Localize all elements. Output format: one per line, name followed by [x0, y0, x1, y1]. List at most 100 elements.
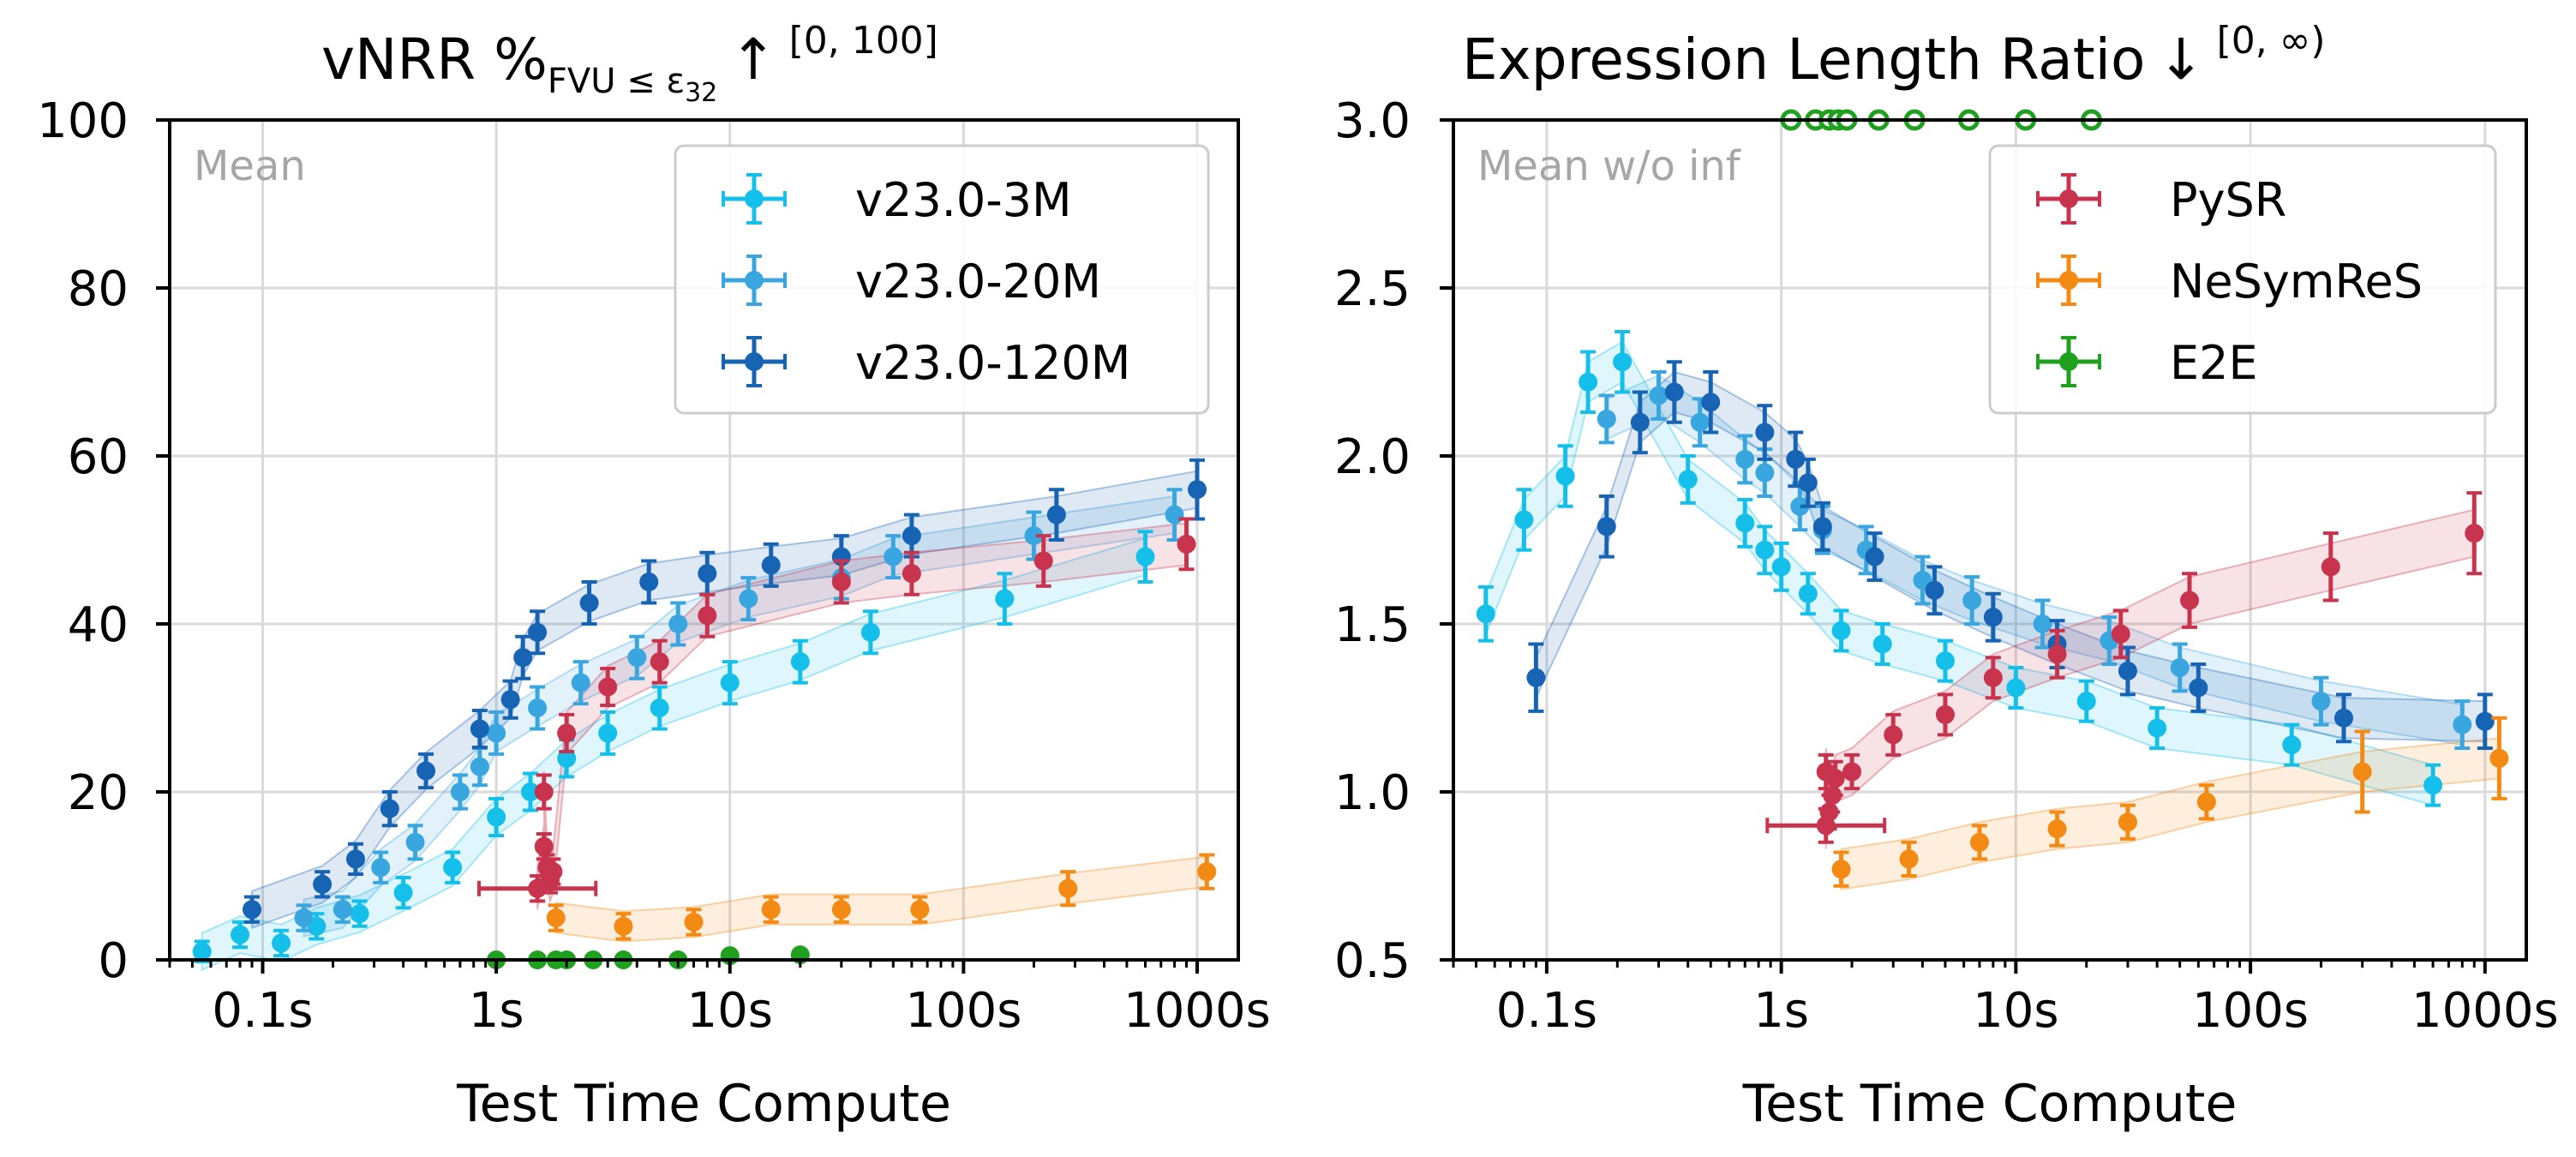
- x-axis-label: Test Time Compute: [456, 1074, 951, 1134]
- data-point: [1135, 530, 1155, 584]
- legend-label: NeSymReS: [2170, 255, 2423, 309]
- x-tick-label: 10s: [1973, 983, 2058, 1039]
- y-tick-label: 0.5: [1334, 933, 1411, 989]
- data-point: [1925, 565, 1944, 616]
- legend-box: [674, 144, 1210, 415]
- data-point: [345, 842, 365, 877]
- data-point: [371, 850, 391, 884]
- data-point: [1597, 393, 1616, 445]
- data-point: [2453, 699, 2472, 751]
- legend-box: [1988, 144, 2497, 415]
- data-point: [543, 857, 563, 886]
- panel-note: Mean w/o inf: [1477, 142, 1741, 190]
- data-point: [1514, 488, 1534, 552]
- title-subscript: FVU ≤ ε: [548, 62, 685, 101]
- data-point: [1842, 752, 1862, 791]
- x-tick-label: 1s: [1753, 983, 1809, 1039]
- panel-note: Mean: [194, 142, 306, 190]
- data-point: [1755, 525, 1775, 576]
- data-point: [1476, 584, 1495, 643]
- svg-text:Expression Length Ratio↓[0, ∞): Expression Length Ratio ↓ [0, ∞): [1462, 19, 2326, 93]
- data-point: [1983, 591, 2003, 643]
- data-point: [272, 928, 291, 958]
- data-point: [598, 710, 618, 756]
- data-point: [534, 773, 554, 811]
- legend: v23.0-3M v23.0-20M v23.0-120M: [674, 144, 1210, 415]
- data-point: [1798, 457, 1818, 508]
- data-point: [1597, 495, 1616, 559]
- data-point: [1935, 692, 1955, 737]
- y-tick-label: 2.0: [1334, 429, 1411, 485]
- data-point: [1046, 488, 1066, 542]
- data-point: [2033, 598, 2052, 650]
- data-point: [476, 874, 598, 903]
- data-point: [243, 895, 262, 924]
- data-point: [2076, 679, 2096, 723]
- data-point: [831, 895, 851, 924]
- y-tick-label: 3.0: [1334, 93, 1411, 149]
- data-point: [1058, 870, 1078, 908]
- data-point: [416, 752, 436, 790]
- data-point: [2006, 665, 2026, 710]
- chart-panel-expression-length: 0.1s 1s 10s 100s 1000s 0.5 1.0 1.5 2.0 2.5 3.0 Mea…: [1334, 19, 2559, 1134]
- data-point: [1678, 454, 1698, 505]
- legend-label: v23.0-120M: [855, 336, 1130, 390]
- data-point: [598, 666, 618, 708]
- data-point: [443, 850, 463, 884]
- axis-ticks: 0.1s 1s 10s 100s 1000s 0 20 40 60 80 100: [37, 93, 1271, 1039]
- data-point: [614, 912, 633, 941]
- data-point: [1579, 350, 1598, 415]
- title-main: vNRR %: [321, 27, 548, 93]
- data-point: [1816, 752, 1836, 791]
- y-tick-label: 80: [68, 261, 129, 317]
- data-point: [684, 908, 704, 937]
- data-point: [1526, 642, 1546, 713]
- axis-ticks: 0.1s 1s 10s 100s 1000s 0.5 1.0 1.5 2.0 2.5 3.0: [1334, 93, 2559, 1039]
- data-point: [450, 773, 470, 811]
- x-tick-label: 1000s: [2411, 983, 2559, 1039]
- title-main: Expression Length Ratio: [1462, 27, 2145, 93]
- data-point: [380, 790, 399, 828]
- data-point: [2282, 722, 2302, 767]
- data-point: [1969, 824, 1989, 861]
- data-point: [831, 559, 851, 605]
- title-arrow: ↓: [2157, 27, 2204, 93]
- confidence-bands: [201, 470, 1208, 972]
- data-point: [2352, 729, 2372, 814]
- x-tick-label: 100s: [2192, 983, 2309, 1039]
- data-point: [668, 601, 688, 647]
- data-point: [500, 679, 520, 720]
- title-subscript-index: 32: [685, 78, 717, 108]
- legend-entry: v23.0-20M: [722, 255, 1101, 309]
- data-point: [2489, 716, 2509, 800]
- data-point: [528, 685, 548, 731]
- data-point: [1935, 638, 1955, 683]
- data-point: [1033, 534, 1053, 588]
- data-marks: [1476, 109, 2509, 888]
- data-point: [2180, 572, 2200, 629]
- data-point: [2111, 608, 2130, 660]
- data-point: [1812, 501, 1832, 552]
- plot-frame: [1452, 118, 2528, 962]
- data-point: [1630, 390, 1650, 455]
- data-point: [2334, 692, 2354, 744]
- y-tick-label: 2.5: [1334, 261, 1411, 317]
- data-point: [350, 899, 369, 928]
- data-point: [1555, 444, 1575, 508]
- data-point: [627, 634, 647, 680]
- y-tick-label: 1.5: [1334, 597, 1411, 653]
- data-point: [2047, 810, 2067, 848]
- data-point: [2118, 803, 2137, 841]
- legend-entry: v23.0-120M: [722, 336, 1130, 390]
- data-point: [1197, 853, 1217, 890]
- data-marks: [192, 458, 1217, 969]
- data-point: [2321, 531, 2340, 602]
- data-point: [2196, 783, 2216, 821]
- data-point: [1649, 370, 1668, 421]
- data-point: [1771, 541, 1791, 592]
- data-point: [1177, 517, 1196, 572]
- data-point: [995, 572, 1015, 626]
- data-point: [487, 710, 506, 756]
- data-point: [470, 708, 489, 750]
